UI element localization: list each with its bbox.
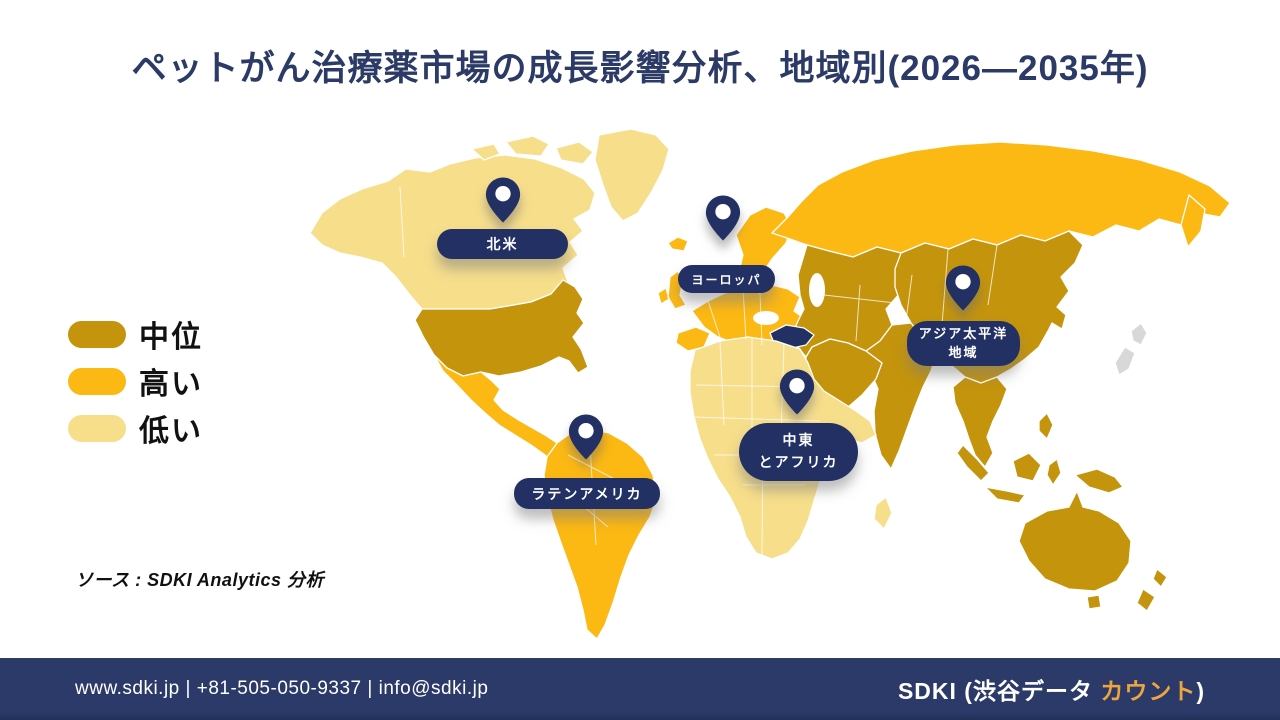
black-sea (753, 311, 779, 325)
location-pin-icon (485, 177, 521, 223)
region-new-zealand (1136, 568, 1168, 612)
region-label-middle-east-africa: 中東 とアフリカ (739, 423, 858, 481)
legend-swatch-low (68, 414, 126, 442)
region-southeast-asia (952, 376, 1008, 468)
legend-label-high: 高い (139, 368, 203, 401)
region-kamchatka (1180, 194, 1206, 248)
legend: 中位 高い 低い (68, 320, 203, 461)
location-pin-icon (705, 195, 741, 241)
legend-item-high: 高い (68, 367, 203, 401)
legend-swatch-medium (68, 320, 126, 348)
region-label-north-america: 北米 (437, 229, 568, 259)
page-title: ペットがん治療薬市場の成長影響分析、地域別(2026—2035年) (131, 49, 1149, 88)
caspian-sea (809, 273, 825, 307)
region-madagascar (873, 496, 893, 530)
source-note: ソース : SDKI Analytics 分析 (75, 570, 324, 590)
legend-item-low: 低い (68, 414, 203, 448)
legend-swatch-high (68, 367, 126, 395)
region-label-latin-america: ラテンアメリカ (514, 478, 660, 509)
region-iceland (667, 236, 689, 252)
legend-label-medium: 中位 (139, 321, 203, 354)
location-pin-icon (568, 414, 604, 460)
region-greenland (594, 128, 670, 222)
footer-bar: www.sdki.jp | +81-505-050-9337 | info@sd… (0, 658, 1280, 720)
region-label-asia-pacific: アジア太平洋 地域 (907, 321, 1020, 366)
region-indonesia-islands (956, 412, 1124, 504)
brand-highlight: カウント (1100, 678, 1197, 704)
region-tasmania (1086, 594, 1102, 610)
brand-text: SDKI (渋谷データ カウント) (897, 678, 1205, 704)
region-russia (771, 141, 1231, 258)
location-pin-icon (779, 369, 815, 415)
region-australia (1018, 490, 1132, 592)
region-label-europe: ヨーロッパ (678, 265, 775, 293)
contact-info: www.sdki.jp | +81-505-050-9337 | info@sd… (75, 678, 489, 699)
region-arctic-islands (471, 135, 594, 165)
legend-label-low: 低い (139, 415, 203, 448)
region-japan (1114, 322, 1148, 376)
location-pin-icon (945, 265, 981, 311)
legend-item-medium: 中位 (68, 320, 203, 354)
